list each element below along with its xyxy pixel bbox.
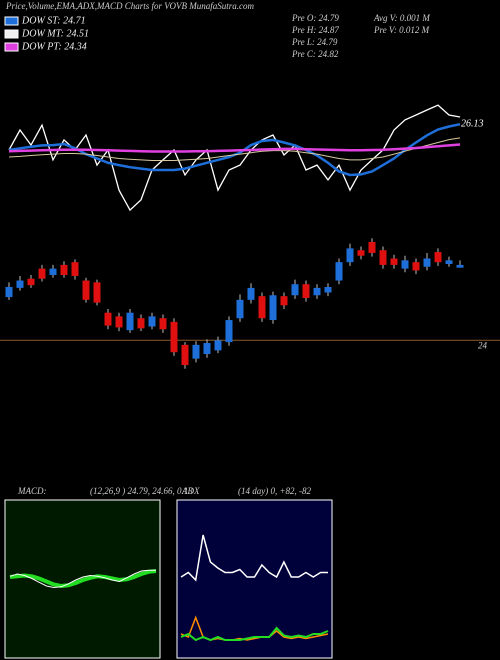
candle-body bbox=[335, 262, 343, 281]
panel-title: ADX bbox=[181, 486, 200, 496]
panel-subtitle: (12,26,9 ) 24.79, 24.66, 0.13 bbox=[90, 486, 193, 496]
candle-body bbox=[5, 286, 13, 298]
candle-body bbox=[148, 316, 156, 327]
adx-panel bbox=[176, 499, 333, 659]
series-line bbox=[9, 569, 156, 589]
candle-body bbox=[390, 258, 398, 265]
candle-body bbox=[269, 295, 277, 321]
legend-swatch bbox=[4, 29, 19, 39]
candle-body bbox=[225, 320, 233, 343]
candle-body bbox=[170, 321, 178, 353]
candle-body bbox=[258, 296, 266, 319]
legend-swatch bbox=[4, 42, 19, 52]
candle-body bbox=[324, 286, 332, 293]
candle-body bbox=[181, 344, 189, 366]
panel-subtitle: (14 day) 0, +82, -82 bbox=[238, 486, 312, 496]
series-line bbox=[8, 143, 461, 153]
series-line bbox=[9, 569, 157, 589]
candle-body bbox=[104, 312, 112, 326]
candle-body bbox=[71, 262, 79, 276]
candle-body bbox=[38, 268, 46, 279]
candle-body bbox=[214, 340, 222, 351]
stat-label: Pre H: 24.87 bbox=[291, 25, 339, 35]
candle-body bbox=[159, 318, 167, 330]
legend-swatch bbox=[4, 16, 19, 26]
candle-body bbox=[236, 299, 244, 319]
candle-body bbox=[93, 282, 101, 303]
candle-body bbox=[302, 284, 310, 298]
candle-body bbox=[456, 264, 464, 268]
candle-body bbox=[445, 260, 453, 264]
candle-body bbox=[203, 343, 211, 355]
candle-body bbox=[280, 296, 288, 306]
stat-label: Pre L: 24.79 bbox=[291, 37, 338, 47]
candle-body bbox=[137, 318, 145, 329]
candle-body bbox=[357, 250, 365, 256]
stat-label: Pre V: 0.012 M bbox=[373, 25, 430, 35]
candle-body bbox=[423, 258, 431, 267]
series-line bbox=[180, 626, 329, 642]
candle-body bbox=[82, 280, 90, 300]
candle-body bbox=[401, 260, 409, 269]
stat-label: Pre O: 24.79 bbox=[291, 13, 339, 23]
candle-body bbox=[291, 284, 299, 296]
candle-body bbox=[192, 344, 200, 359]
legend-label: DOW PT: 24.34 bbox=[21, 41, 87, 52]
y-tick-label: 24 bbox=[478, 340, 488, 350]
candle-body bbox=[379, 250, 387, 265]
panel-title: MACD: bbox=[17, 486, 47, 496]
series-line bbox=[8, 104, 461, 212]
stat-label: Pre C: 24.82 bbox=[291, 49, 339, 59]
legend-label: DOW ST: 24.71 bbox=[21, 15, 86, 26]
last-value-label: 26.13 bbox=[461, 119, 484, 130]
candle-body bbox=[16, 280, 24, 288]
candle-body bbox=[247, 287, 255, 300]
candle-body bbox=[27, 278, 35, 286]
candle-body bbox=[49, 268, 57, 276]
candle-body bbox=[412, 262, 420, 271]
series-line bbox=[8, 137, 461, 161]
legend-label: DOW MT: 24.51 bbox=[21, 28, 89, 39]
candle-body bbox=[434, 252, 442, 263]
series-line bbox=[180, 534, 328, 582]
candle-body bbox=[346, 248, 354, 263]
candle-body bbox=[60, 264, 68, 276]
candle-body bbox=[115, 316, 123, 328]
candle-body bbox=[313, 287, 321, 296]
page-title: Price,Volume,EMA,ADX,MACD Charts for VOV… bbox=[5, 1, 254, 11]
stat-label: Avg V: 0.001 M bbox=[373, 13, 430, 23]
candle-body bbox=[368, 241, 376, 253]
candle-body bbox=[126, 312, 134, 331]
